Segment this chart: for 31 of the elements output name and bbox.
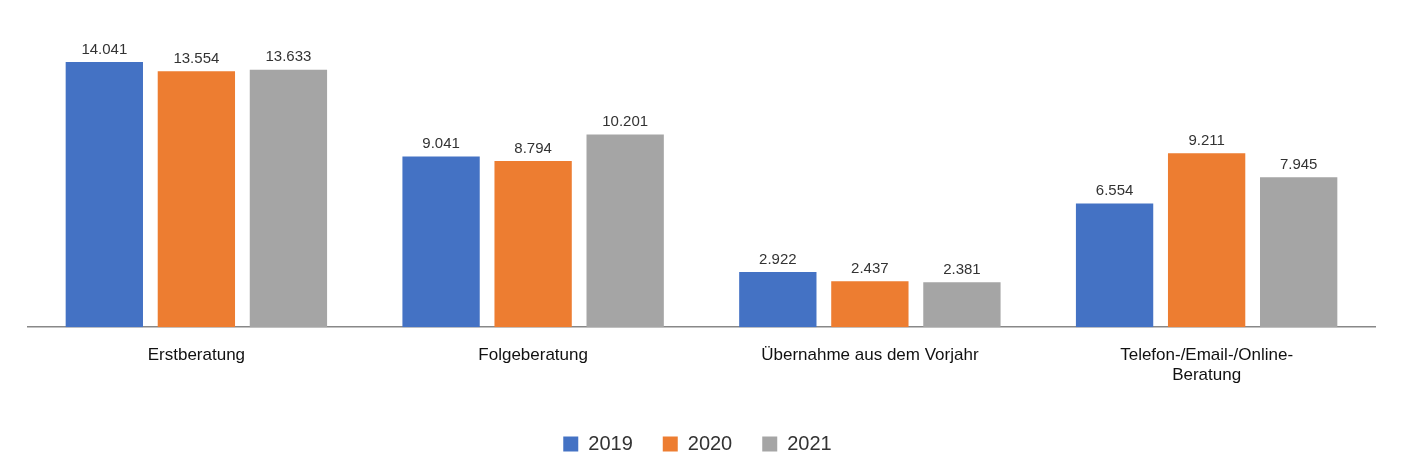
bar (1260, 177, 1338, 328)
data-label: 8.794 (514, 138, 552, 156)
bar (249, 69, 328, 328)
x-tick-label: Telefon-/Email-/Online-Beratung (1120, 345, 1294, 385)
data-label: 13.633 (265, 47, 312, 65)
data-label: 13.554 (173, 48, 220, 66)
bar (65, 62, 143, 328)
bar (831, 281, 909, 328)
bar (494, 161, 572, 328)
data-label: 9.041 (422, 134, 460, 152)
legend-label: 2021 (787, 431, 832, 454)
bar (923, 282, 1001, 328)
legend-label: 2019 (588, 431, 633, 454)
data-label: 14.041 (81, 39, 128, 57)
data-label: 6.554 (1095, 181, 1134, 199)
bar (402, 156, 480, 328)
x-tick-label: Übernahme aus dem Vorjahr (761, 345, 979, 365)
data-label: 9.211 (1188, 130, 1225, 148)
data-label: 2.922 (759, 249, 797, 267)
x-tick-label: Erstberatung (147, 345, 246, 365)
x-tick-label: Folgeberatung (478, 345, 588, 365)
bar (1167, 153, 1246, 328)
bar (739, 272, 817, 328)
data-label: 7.945 (1279, 154, 1318, 172)
bar (1075, 203, 1154, 328)
legend-label: 2020 (687, 431, 733, 454)
data-label: 2.437 (851, 258, 889, 276)
bar (586, 134, 664, 328)
data-label: 2.381 (943, 259, 981, 277)
data-label: 10.201 (602, 112, 649, 130)
bar (157, 71, 236, 328)
